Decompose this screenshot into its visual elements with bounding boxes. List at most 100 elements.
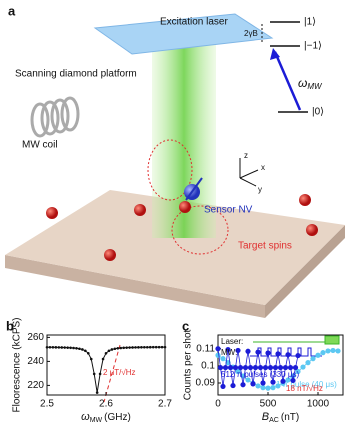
data-point [110, 348, 114, 351]
label: Scanning diamond platform [15, 69, 137, 80]
mw-arrow [273, 51, 302, 111]
data-point [217, 364, 224, 371]
data-point [48, 345, 52, 349]
slab-front [5, 255, 265, 318]
data-point [247, 364, 254, 371]
slab-top [5, 190, 345, 305]
x-label-symbol: ω [81, 411, 90, 423]
data-point [227, 364, 234, 371]
data-point [245, 377, 251, 383]
data-point [270, 385, 276, 391]
data-point [232, 364, 239, 371]
data-point [280, 378, 286, 384]
data-point [119, 346, 123, 350]
data-point [222, 364, 229, 371]
label: ωMW [298, 76, 323, 91]
data-point [143, 345, 146, 349]
inset-label: MW: [221, 348, 237, 357]
data-point [66, 346, 69, 349]
data-point [134, 346, 137, 349]
data-point [275, 351, 281, 357]
data-point [245, 348, 251, 354]
data-point [104, 351, 108, 355]
axes-icon [239, 158, 259, 187]
data-point [220, 356, 226, 362]
data-point [54, 346, 58, 349]
data-point [255, 349, 261, 355]
label: Sensor NV [204, 205, 253, 216]
data-point [95, 391, 99, 394]
x-label-symbol: B [262, 411, 269, 423]
data-point [295, 368, 301, 375]
y-tick-label: 0.11 [196, 343, 215, 354]
x-tick-label: 1000 [307, 399, 330, 410]
y-tick-label: 0.1 [201, 360, 215, 371]
data-point [260, 380, 266, 386]
data-point [128, 346, 131, 349]
diamond-platform [93, 13, 274, 55]
x-label-sub: AC [269, 417, 279, 424]
data-point [277, 364, 284, 371]
y-axis-label: Counts per shot [183, 329, 194, 400]
data-point [215, 352, 221, 358]
plot-frame [217, 334, 344, 396]
data-point [315, 352, 321, 358]
data-point [300, 364, 306, 370]
data-point [137, 346, 140, 349]
data-point [237, 364, 244, 371]
label: MW [307, 82, 323, 91]
label: |0⟩ [312, 107, 324, 118]
data-point [330, 347, 336, 354]
x-label-unit: (GHz) [104, 412, 131, 423]
data-point [220, 383, 226, 390]
data-point [116, 347, 120, 350]
annotation: 2 μT/√Hz [103, 368, 136, 377]
data-point [255, 383, 261, 389]
x-tick-label: 500 [260, 399, 277, 410]
panel-a: a Excitation laser Scanning diamond plat… [5, 3, 345, 318]
data-point [292, 364, 299, 371]
data-point [250, 381, 256, 387]
data-point [215, 346, 221, 352]
sensor-spin [185, 177, 203, 201]
data-point [310, 356, 316, 362]
data-point [51, 345, 55, 349]
mw-coil [30, 96, 80, 138]
label: ω [298, 76, 307, 90]
data-point [148, 345, 152, 349]
data-point [295, 352, 301, 359]
y-tick-label: 0.09 [196, 378, 216, 389]
x-tick-label: 2.6 [99, 399, 113, 410]
data-point [146, 345, 149, 349]
data-point [320, 350, 326, 356]
data-point [98, 372, 102, 376]
data-point [89, 357, 93, 361]
data-point [267, 364, 274, 371]
data-point [84, 349, 87, 353]
label: Target spins [238, 241, 292, 252]
plot-frame [46, 334, 166, 396]
panel-letter: c [182, 318, 189, 333]
data-point [265, 385, 271, 391]
data-point [78, 347, 81, 351]
field-lines [147, 139, 229, 255]
data-point [287, 364, 294, 371]
data-point [260, 385, 266, 391]
data-point [242, 364, 249, 371]
x-tick-label: 2.5 [40, 399, 54, 410]
data-point [45, 345, 49, 349]
slab-side [265, 225, 345, 318]
data-point [69, 346, 72, 350]
pulse-inset [250, 335, 340, 357]
data-point [122, 346, 125, 350]
target-spins [46, 194, 318, 261]
label: y [258, 185, 262, 194]
laser-pulse [324, 335, 340, 345]
data-point [131, 346, 134, 349]
data-point [163, 345, 167, 349]
data-point [92, 372, 96, 376]
data-point [225, 346, 231, 353]
data-point [154, 345, 158, 349]
data-point [282, 364, 289, 371]
